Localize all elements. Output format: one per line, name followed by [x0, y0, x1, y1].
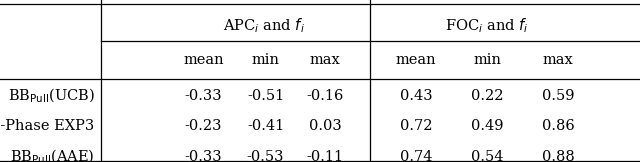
Text: -0.41: -0.41: [247, 119, 284, 133]
Text: 0.03: 0.03: [308, 119, 342, 133]
Text: 0.54: 0.54: [472, 150, 504, 162]
Text: 0.88: 0.88: [541, 150, 575, 162]
Text: -0.33: -0.33: [185, 89, 222, 103]
Text: BB$_{\mathrm{Pull}}$(UCB): BB$_{\mathrm{Pull}}$(UCB): [8, 86, 95, 105]
Text: -0.16: -0.16: [307, 89, 344, 103]
Text: BB$_{\mathrm{Pull}}$(AAE): BB$_{\mathrm{Pull}}$(AAE): [10, 148, 95, 162]
Text: 0.72: 0.72: [400, 119, 432, 133]
Text: -0.33: -0.33: [185, 150, 222, 162]
Text: 0.49: 0.49: [472, 119, 504, 133]
Text: 0.22: 0.22: [472, 89, 504, 103]
Text: FOC$_i$ and $f_i$: FOC$_i$ and $f_i$: [445, 17, 529, 35]
Text: 0.59: 0.59: [542, 89, 574, 103]
Text: -0.23: -0.23: [185, 119, 222, 133]
Text: -0.53: -0.53: [247, 150, 284, 162]
Text: max: max: [310, 53, 340, 67]
Text: 3-Phase EXP3: 3-Phase EXP3: [0, 119, 95, 133]
Text: 0.43: 0.43: [400, 89, 432, 103]
Text: mean: mean: [396, 53, 436, 67]
Text: min: min: [474, 53, 502, 67]
Text: 0.74: 0.74: [400, 150, 432, 162]
Text: -0.11: -0.11: [307, 150, 344, 162]
Text: max: max: [543, 53, 573, 67]
Text: -0.51: -0.51: [247, 89, 284, 103]
Text: APC$_i$ and $f_i$: APC$_i$ and $f_i$: [223, 17, 305, 35]
Text: 0.86: 0.86: [541, 119, 575, 133]
Text: min: min: [252, 53, 280, 67]
Text: mean: mean: [183, 53, 224, 67]
